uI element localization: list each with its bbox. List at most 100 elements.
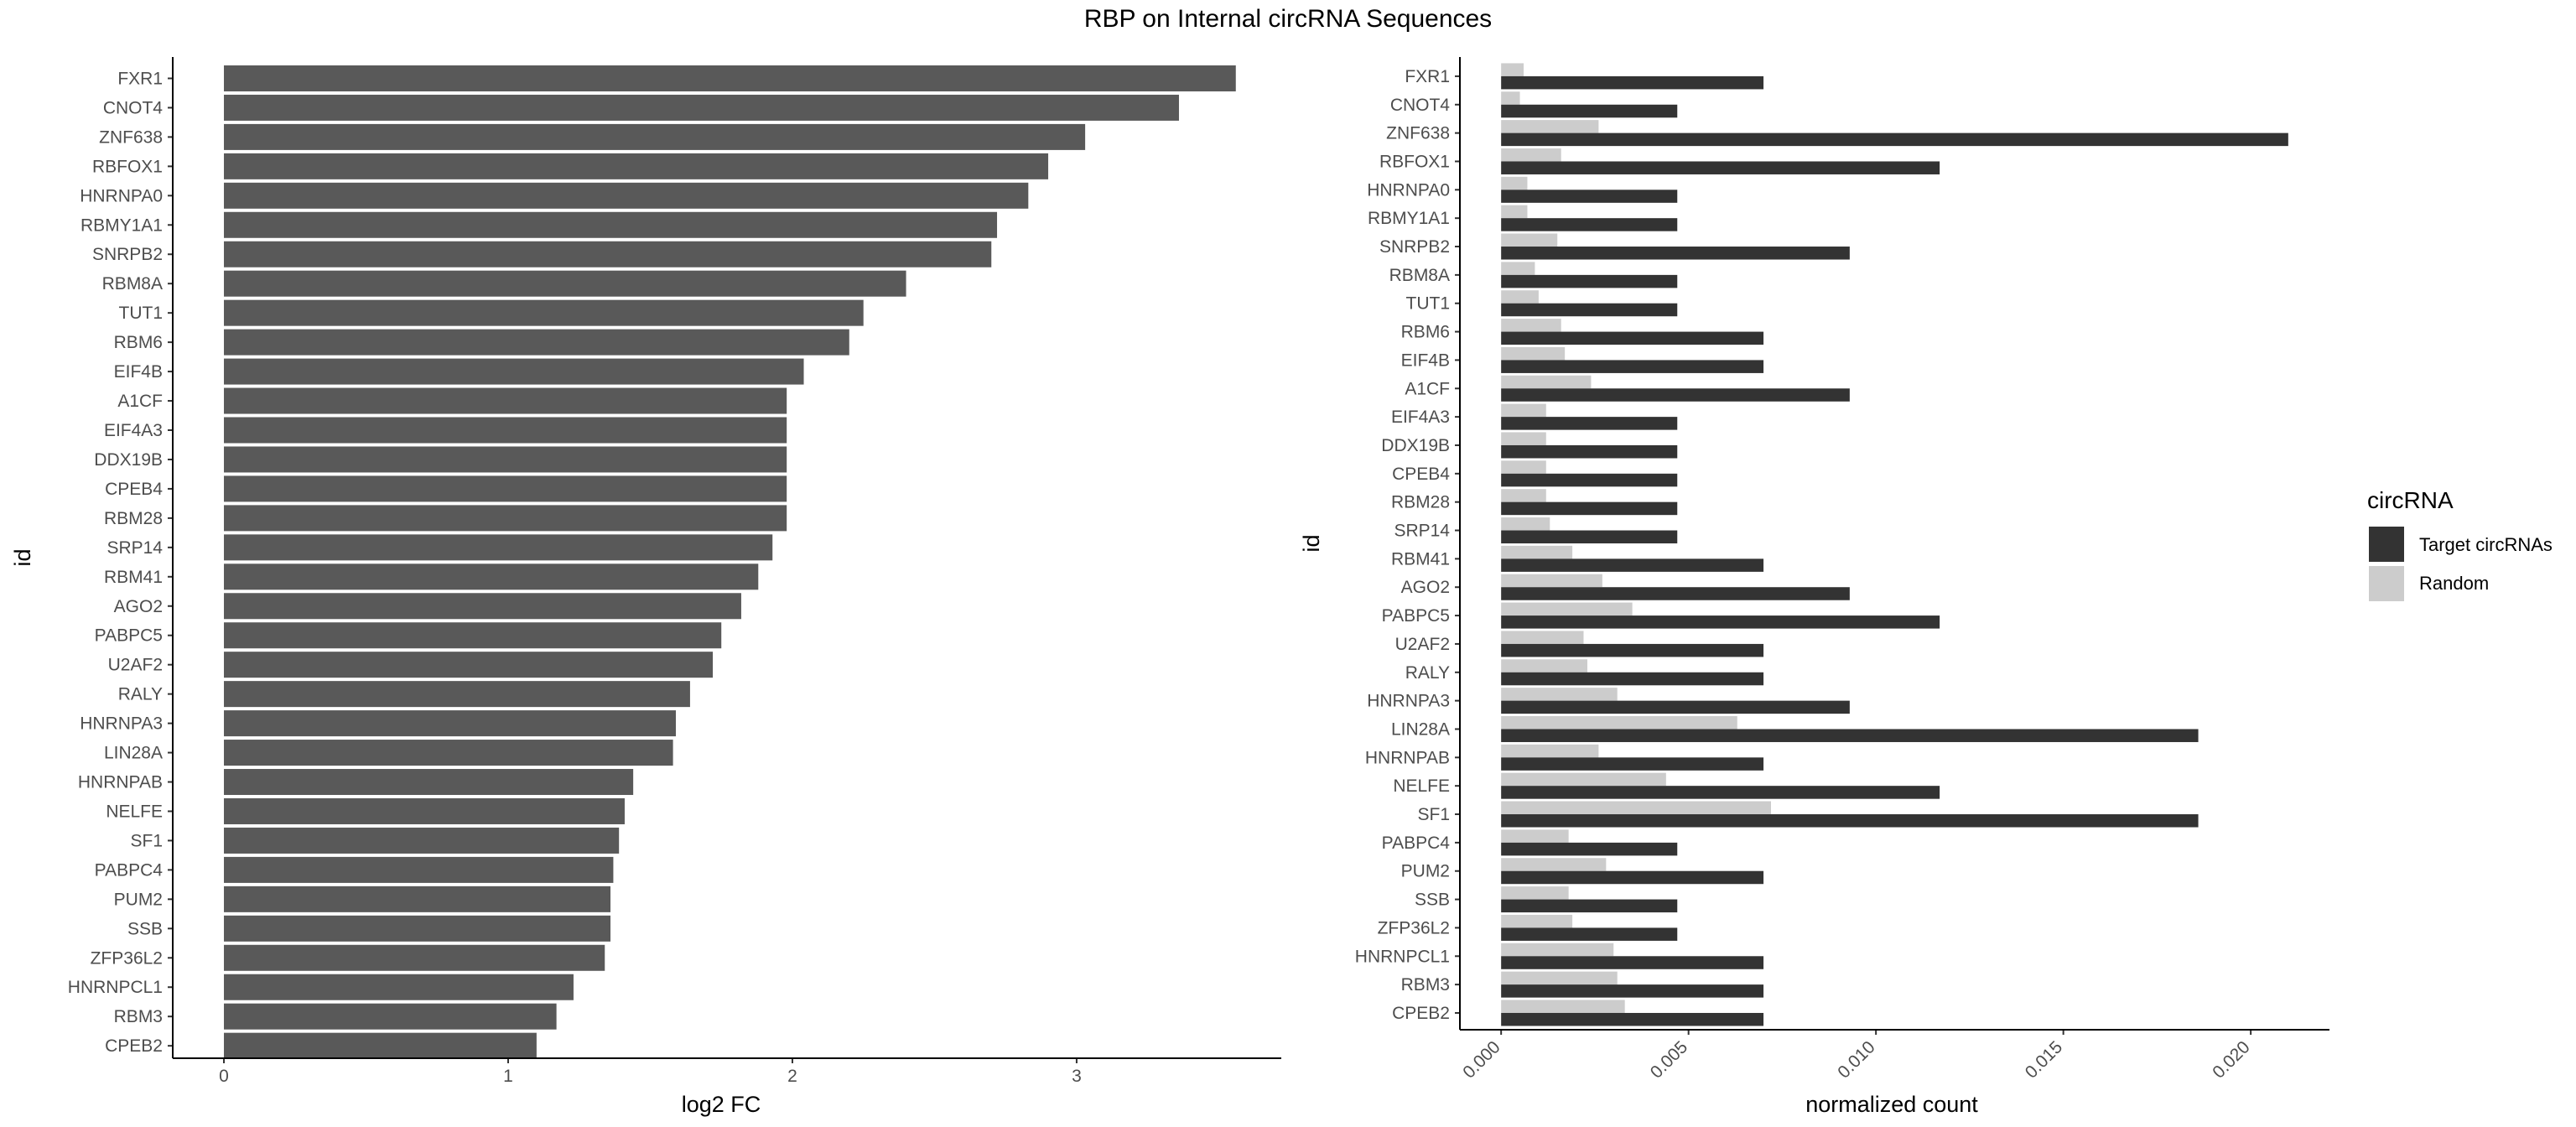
right-bars	[1501, 63, 2288, 1026]
left-y-tick-label: PUM2	[114, 890, 163, 909]
left-bar	[224, 475, 787, 502]
random-bar	[1501, 346, 1566, 361]
left-bar	[224, 740, 673, 766]
right-y-tick-label: EIF4A3	[1391, 408, 1450, 427]
left-y-tick-label: SNRPB2	[92, 245, 163, 264]
left-bar	[224, 387, 787, 414]
right-y-tick-label: CNOT4	[1390, 96, 1450, 115]
right-y-tick-label: RBM8A	[1389, 266, 1450, 285]
target-bar	[1501, 360, 1764, 373]
left-y-tick-label: ZNF638	[99, 127, 163, 147]
right-y-tick-label: SF1	[1417, 805, 1450, 824]
target-bar	[1501, 303, 1678, 317]
left-bar	[224, 123, 1086, 150]
target-bar	[1501, 161, 1940, 174]
left-y-tick-label: HNRNPA0	[80, 186, 163, 205]
left-bars	[224, 65, 1236, 1059]
left-bar	[224, 211, 998, 238]
left-y-tick-label: AGO2	[114, 597, 163, 616]
left-bar	[224, 915, 611, 942]
legend-key-target	[2369, 527, 2404, 562]
left-y-tick-label: HNRNPCL1	[68, 978, 163, 997]
random-bar	[1501, 176, 1528, 190]
target-bar	[1501, 331, 1764, 345]
right-y-axis-title: id	[1299, 534, 1324, 552]
left-y-tick-label: NELFE	[106, 802, 163, 821]
left-y-tick-label: HNRNPAB	[78, 773, 163, 792]
left-bar	[224, 270, 906, 297]
left-y-tick-label: RBM28	[104, 509, 163, 528]
left-bar	[224, 1032, 537, 1059]
left-bar	[224, 681, 690, 708]
random-bar	[1501, 432, 1546, 445]
left-bar	[224, 182, 1029, 209]
target-bar	[1501, 927, 1678, 941]
target-bar	[1501, 643, 1764, 657]
right-y-tick-label: EIF4B	[1401, 351, 1450, 370]
random-bar	[1501, 772, 1666, 787]
random-bar	[1501, 233, 1558, 247]
right-y-tick-label: RBFOX1	[1379, 152, 1450, 171]
target-bar	[1501, 444, 1678, 459]
right-y-tick-label: LIN28A	[1391, 719, 1450, 739]
left-bar	[224, 827, 620, 854]
random-bar	[1501, 120, 1599, 133]
left-bar	[224, 505, 787, 532]
random-bar	[1501, 801, 1771, 815]
right-x-tick-label: 0.005	[1647, 1037, 1691, 1082]
right-panel: FXR1 CNOT4 ZNF638 RBFOX1 HNRNPA0 RBMY1A1 SNRPB…	[1299, 57, 2329, 1117]
right-y-tick-label: DDX19B	[1381, 436, 1450, 455]
right-y-tick-label: FXR1	[1405, 67, 1450, 86]
target-bar	[1501, 700, 1850, 714]
target-bar	[1501, 786, 1940, 799]
random-bar	[1501, 631, 1584, 644]
random-bar	[1501, 262, 1535, 275]
right-y-tick-label: RBM6	[1401, 323, 1450, 342]
left-y-tick-label: RBM3	[114, 1007, 163, 1026]
left-y-tick-label: TUT1	[119, 304, 164, 323]
left-y-tick-label: CPEB2	[105, 1036, 163, 1056]
target-bar	[1501, 218, 1678, 231]
left-y-tick-label: CNOT4	[103, 98, 163, 117]
right-x-ticks: 0.000 0.005 0.010 0.015 0.020	[1459, 1030, 2254, 1083]
target-bar	[1501, 388, 1850, 402]
target-bar	[1501, 814, 2199, 828]
left-bar	[224, 417, 787, 444]
left-y-tick-label: RBM8A	[102, 274, 163, 293]
left-y-tick-label: SF1	[130, 831, 163, 850]
right-y-tick-label: RBMY1A1	[1368, 209, 1450, 228]
left-bar	[224, 65, 1236, 91]
left-x-ticks: 0 1 2 3	[219, 1058, 1082, 1086]
right-y-tick-label: NELFE	[1393, 776, 1450, 796]
chart-title: RBP on Internal circRNA Sequences	[1084, 5, 1492, 33]
left-bar	[224, 1003, 557, 1030]
random-bar	[1501, 517, 1550, 531]
target-bar	[1501, 899, 1678, 913]
random-bar	[1501, 375, 1592, 389]
target-bar	[1501, 870, 1764, 885]
left-bar	[224, 534, 773, 561]
left-x-tick-label: 1	[503, 1067, 513, 1086]
random-bar	[1501, 489, 1546, 502]
random-bar	[1501, 602, 1633, 616]
left-y-tick-label: RBM6	[114, 333, 163, 352]
left-y-tick-label: RALY	[118, 685, 163, 704]
left-bar	[224, 652, 714, 678]
target-bar	[1501, 1012, 1764, 1026]
random-bar	[1501, 574, 1602, 588]
random-bar	[1501, 148, 1561, 162]
random-bar	[1501, 914, 1573, 928]
right-y-tick-label: AGO2	[1401, 578, 1450, 597]
left-bar	[224, 153, 1049, 179]
left-y-tick-label: EIF4B	[114, 362, 163, 382]
left-y-tick-label: SRP14	[106, 538, 163, 558]
target-bar	[1501, 190, 1678, 203]
left-y-tick-label: EIF4A3	[104, 421, 163, 440]
target-bar	[1501, 132, 2288, 147]
left-bar	[224, 329, 849, 356]
right-x-tick-label: 0.000	[1459, 1037, 1504, 1082]
right-y-tick-label: A1CF	[1405, 379, 1450, 398]
left-y-tick-label: HNRNPA3	[80, 714, 163, 734]
random-bar	[1501, 715, 1737, 730]
